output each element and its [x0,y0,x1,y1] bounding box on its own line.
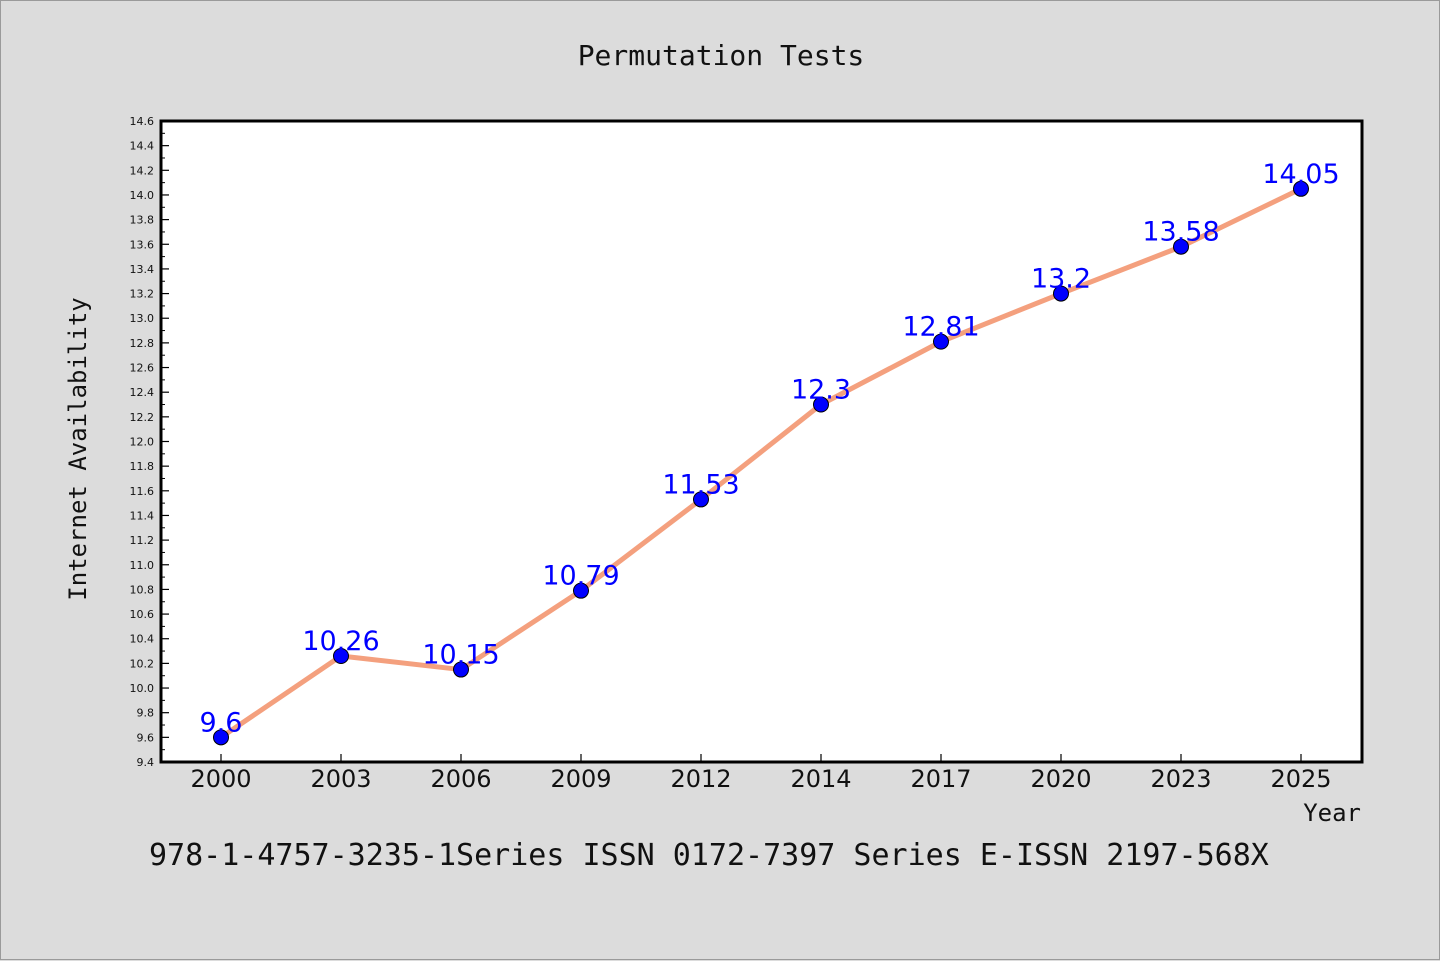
y-tick-label: 13.6 [130,238,155,251]
y-tick-label: 14.2 [130,164,155,177]
data-point [1293,180,1309,197]
y-tick-label: 10.6 [130,608,155,621]
x-tick-label: 2014 [790,765,851,793]
plot-area [161,121,1362,762]
y-tick-label: 12.2 [130,411,155,424]
data-point [693,491,709,508]
data-label: 12.81 [902,312,979,343]
y-tick-label: 12.0 [130,436,155,449]
plot-border [159,119,1364,764]
y-tick-label: 13.4 [130,263,155,276]
y-tick-label: 12.8 [130,337,155,350]
y-tick-label: 13.2 [130,288,155,301]
y-tick-label: 14.4 [130,140,155,153]
y-tick-label: 12.4 [130,386,155,399]
y-tick-label: 14.6 [130,115,155,128]
data-point [213,729,229,746]
chart-title: Permutation Tests [578,39,865,72]
y-tick-label: 11.4 [130,509,155,522]
series-line [218,186,1304,740]
series-layer: 9.6 10.26 10.15 10.79 11.53 12.3 12.81 13.2 13.5… [200,159,1340,746]
x-tick-label: 2012 [670,765,731,793]
data-label: 12.3 [791,375,851,406]
x-tick-label: 2017 [910,765,971,793]
x-tick-label: 2025 [1270,765,1331,793]
data-label: 14.05 [1262,159,1339,190]
data-label: 9.6 [200,707,243,738]
data-label: 10.79 [542,561,619,592]
x-tick-label: 2000 [190,765,251,793]
y-tick-label: 9.6 [137,731,155,744]
y-tick-label: 11.8 [130,460,155,473]
data-label: 13.2 [1031,264,1091,295]
x-tick-label: 2020 [1030,765,1091,793]
x-axis: 2000 2003 2006 2009 2012 2014 2017 2020 2023 2025 [190,754,1332,793]
y-tick-label: 13.0 [130,312,155,325]
x-tick-label: 2023 [1150,765,1211,793]
x-tick-label: 2006 [430,765,491,793]
data-label: 13.58 [1142,217,1219,248]
y-tick-label: 11.0 [130,559,155,572]
x-axis-label: Year [1303,799,1361,827]
data-point [573,582,589,599]
data-label: 10.15 [422,640,499,671]
data-point [333,647,349,664]
data-point [1053,285,1069,302]
data-point [1173,238,1189,255]
y-tick-label: 9.8 [137,707,155,720]
y-tick-label: 10.2 [130,657,155,670]
data-label: 10.26 [302,626,379,657]
data-point [933,333,949,350]
x-tick-label: 2003 [310,765,371,793]
data-point [813,396,829,413]
y-tick-label: 10.4 [130,633,155,646]
y-tick-label: 13.8 [130,214,155,227]
y-tick-label: 10.0 [130,682,155,695]
y-tick-label: 11.2 [130,534,155,547]
y-tick-label: 10.8 [130,583,155,596]
x-tick-label: 2009 [550,765,611,793]
data-point [453,661,469,678]
y-axis-label: Internet Availability [64,297,92,600]
y-tick-label: 12.6 [130,362,155,375]
footer-text: 978-1-4757-3235-1Series ISSN 0172-7397 S… [149,838,1269,873]
y-axis: 9.4 9.6 9.8 10.0 10.2 10.4 10.6 10.8 11.0 11.2 11.… [130,115,169,769]
data-label: 11.53 [662,469,739,500]
y-tick-label: 14.0 [130,189,155,202]
y-tick-label: 11.6 [130,485,155,498]
y-tick-label: 9.4 [137,756,155,769]
